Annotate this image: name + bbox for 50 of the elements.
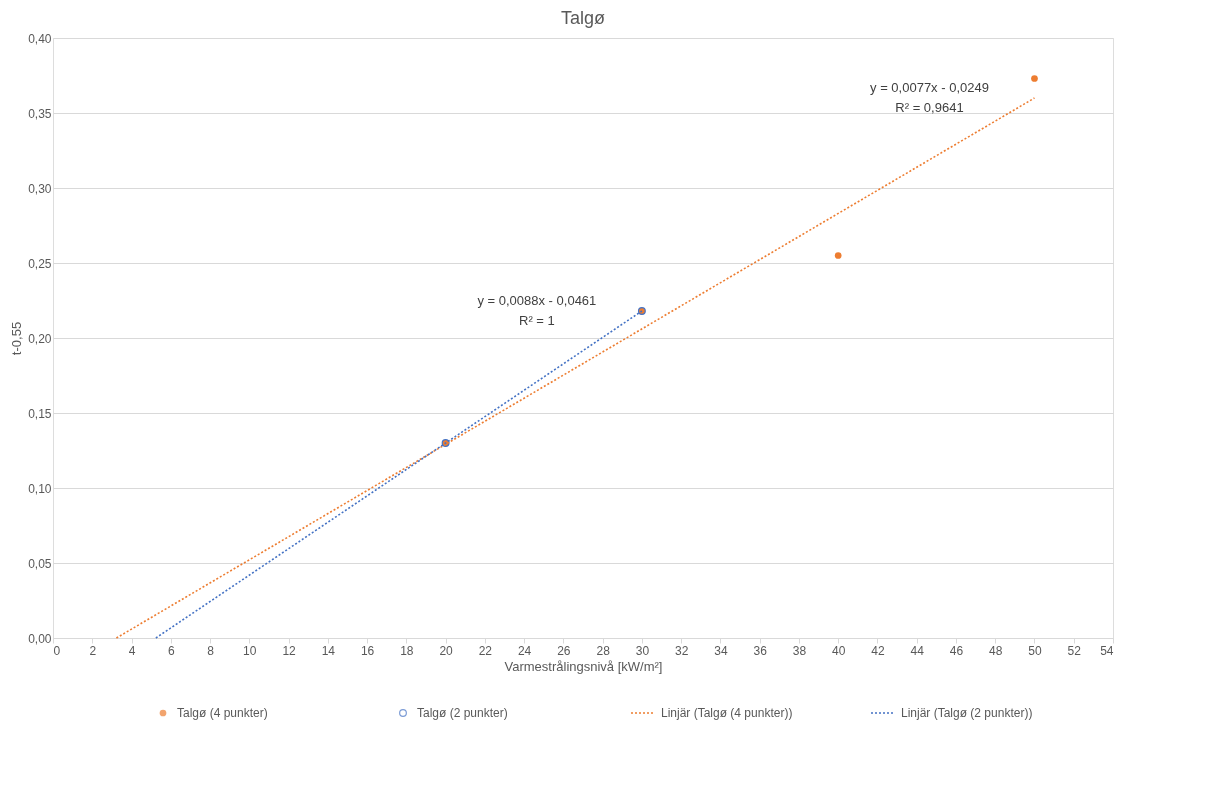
x-tick-label: 36 bbox=[753, 643, 768, 658]
x-tick-label: 14 bbox=[321, 643, 336, 658]
x-tick-label: 50 bbox=[1028, 643, 1042, 658]
x-tick-label: 6 bbox=[167, 643, 175, 658]
x-tick-label: 2 bbox=[89, 643, 97, 658]
y-tick-label: 0,00 bbox=[28, 631, 52, 646]
x-tick-label: 40 bbox=[832, 643, 846, 658]
annotation: R² = 0,9641 bbox=[895, 100, 964, 115]
x-tick-label: 46 bbox=[949, 643, 964, 658]
y-axis-title: t-0,55 bbox=[9, 321, 25, 356]
x-tick-label: 44 bbox=[910, 643, 925, 658]
x-tick-label: 54 bbox=[1100, 643, 1114, 658]
legend-label: Talgø (4 punkter) bbox=[177, 706, 268, 720]
annotation: y = 0,0077x - 0,0249 bbox=[870, 80, 989, 95]
y-tick-label: 0,10 bbox=[28, 481, 52, 496]
x-tick-label: 12 bbox=[282, 643, 297, 658]
y-tick-label: 0,05 bbox=[28, 556, 52, 571]
x-tick-label: 52 bbox=[1067, 643, 1082, 658]
x-tick-label: 20 bbox=[439, 643, 454, 658]
chart-title: Talgø bbox=[560, 8, 606, 28]
x-tick-label: 24 bbox=[517, 643, 532, 658]
x-tick-label: 18 bbox=[400, 643, 414, 658]
y-tick-label: 0,30 bbox=[28, 181, 52, 196]
x-tick-label: 48 bbox=[989, 643, 1003, 658]
x-tick-label: 26 bbox=[557, 643, 571, 658]
x-tick-label: 30 bbox=[635, 643, 650, 658]
annotation: R² = 1 bbox=[519, 313, 555, 328]
x-tick-label: 4 bbox=[128, 643, 136, 658]
point bbox=[1031, 75, 1038, 82]
legend-label: Talgø (2 punkter) bbox=[417, 706, 508, 720]
y-tick-label: 0,40 bbox=[28, 31, 52, 46]
x-tick-label: 22 bbox=[478, 643, 493, 658]
x-axis-title: Varmestrålingsnivå [kW/m²] bbox=[504, 658, 663, 674]
x-tick-label: 8 bbox=[207, 643, 215, 658]
point bbox=[834, 252, 842, 259]
x-tick-label: 42 bbox=[871, 643, 885, 658]
x-tick-label: 0 bbox=[53, 643, 61, 658]
y-tick-label: 0,15 bbox=[28, 406, 52, 421]
annotation: y = 0,0088x - 0,0461 bbox=[477, 293, 597, 308]
x-tick-label: 10 bbox=[243, 643, 257, 658]
x-tick-label: 16 bbox=[360, 643, 375, 658]
y-tick-label: 0,35 bbox=[28, 106, 52, 121]
y-tick-label: 0,20 bbox=[28, 331, 52, 346]
x-tick-label: 28 bbox=[596, 643, 611, 658]
legend-label: Linjär (Talgø (2 punkter)) bbox=[901, 706, 1033, 720]
x-tick-label: 32 bbox=[674, 643, 689, 658]
legend-label: Linjär (Talgø (4 punkter)) bbox=[661, 706, 793, 720]
x-tick-label: 38 bbox=[792, 643, 807, 658]
y-tick-label: 0,25 bbox=[28, 256, 52, 271]
x-tick-label: 34 bbox=[714, 643, 728, 658]
